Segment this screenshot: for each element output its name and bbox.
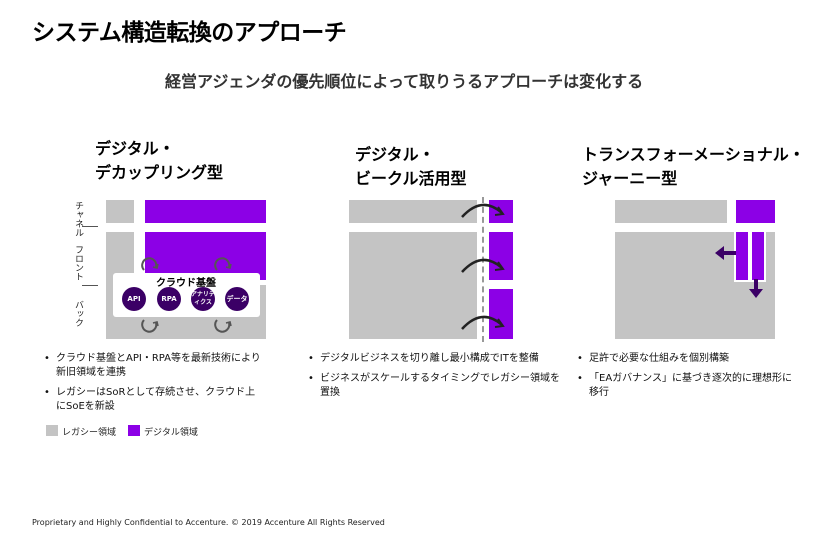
page-subtitle: 経営アジェンダの優先順位によって取りうるアプローチは変化する [165,72,644,91]
digital-block-channel [145,200,266,223]
list-item: 「EAガバナンス」に基づき逐次的に理想形に移行 [577,372,797,400]
cloud-platform-label: クラウド基盤 [156,278,216,289]
arrow-down-icon [749,279,763,298]
column-2-heading: デジタル・ ビークル活用型 [355,143,467,191]
list-item: クラウド基盤とAPI・RPA等を最新技術により新旧領域を連携 [44,352,264,380]
column-1-heading-line-2: デカップリング型 [95,163,224,182]
data-circle: データ [225,287,249,311]
column-2-heading-line-2: ビークル活用型 [355,169,467,188]
column-1-heading-line-1: デジタル・ [95,139,175,158]
column-3-heading-line-2: ジャーニー型 [582,169,678,188]
layer-label-channel: チャネル [73,201,83,237]
arrow-left-icon [715,246,736,260]
legacy-block-front-back [615,232,775,339]
sync-arrow-icon [141,319,159,333]
column-1-bullets: クラウド基盤とAPI・RPA等を最新技術により新旧領域を連携 レガシーはSoRと… [44,352,264,420]
list-item: 足許で必要な仕組みを個別構築 [577,352,797,366]
digital-block-back [489,289,513,339]
legend-digital-swatch [128,425,140,436]
layer-divider-2 [82,285,98,286]
api-circle: API [122,287,146,311]
column-3-heading-line-1: トランスフォーメーショナル・ [582,145,805,164]
legacy-block-channel [106,200,134,223]
legacy-block-channel [615,200,727,223]
digital-block-front [489,232,513,280]
sync-arrow-icon [214,257,232,271]
decoupling-diagram: チャネル フロント バック クラウド基盤 API RPA アナリティクス データ [66,197,276,342]
legend-legacy-label: レガシー領域 [62,428,117,438]
legacy-block-channel [349,200,477,223]
layer-label-front: フロント [73,245,83,281]
separation-line [482,197,484,342]
layer-divider-1 [82,226,98,227]
column-3-heading: トランスフォーメーショナル・ ジャーニー型 [582,143,805,191]
bridge-arrow-icon [461,315,505,330]
column-2-bullets: デジタルビジネスを切り離し最小構成でITを整備 ビジネスがスケールするタイミング… [308,352,563,406]
analytics-circle: アナリティクス [191,287,215,311]
digital-block-channel [736,200,775,223]
digital-block-front [145,232,266,280]
legacy-block-front-back [349,232,477,339]
page-title: システム構造転換のアプローチ [32,20,347,46]
column-1-heading: デジタル・ デカップリング型 [95,137,223,185]
legend-legacy-swatch [46,425,58,436]
list-item: ビジネスがスケールするタイミングでレガシー領域を置換 [308,372,563,400]
list-item: レガシーはSoRとして存続させ、クラウド上にSoEを新設 [44,386,264,414]
journey-diagram [612,197,782,342]
sync-arrow-icon [214,319,232,333]
column-2-heading-line-1: デジタル・ [355,145,435,164]
sync-arrow-icon [141,257,159,271]
list-item: デジタルビジネスを切り離し最小構成でITを整備 [308,352,563,366]
bridge-arrow-icon [461,203,505,218]
column-3-bullets: 足許で必要な仕組みを個別構築 「EAガバナンス」に基づき逐次的に理想形に移行 [577,352,797,406]
digital-block-front-2 [750,230,766,282]
footer-copyright: Proprietary and Highly Confidential to A… [32,518,385,527]
vehicle-diagram [345,197,525,342]
digital-block-front-1 [734,230,750,282]
layer-label-back: バック [73,300,83,327]
legend-digital-label: デジタル領域 [144,428,198,438]
rpa-circle: RPA [157,287,181,311]
bridge-arrow-icon [461,258,505,273]
